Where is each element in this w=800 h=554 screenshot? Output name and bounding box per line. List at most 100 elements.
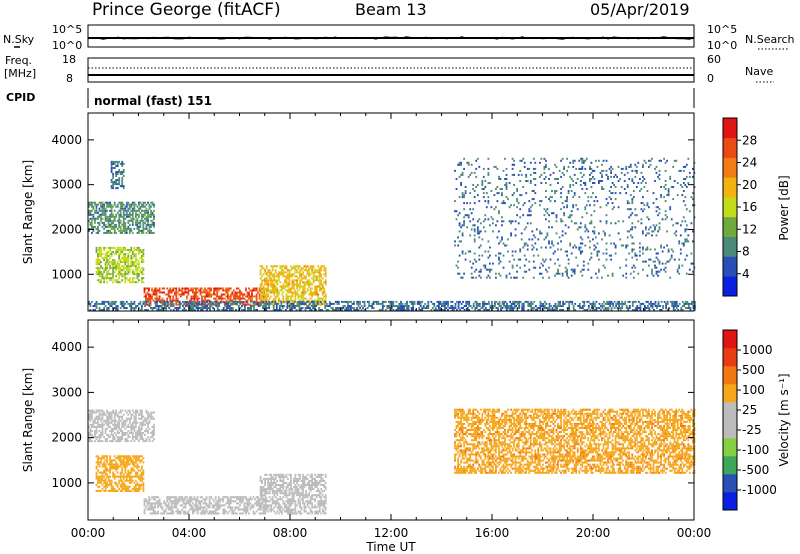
echo-cell — [451, 307, 454, 309]
echo-cell — [128, 302, 131, 305]
echo-cell — [551, 240, 553, 243]
echo-cell — [519, 266, 522, 269]
echo-cell — [527, 309, 530, 311]
echo-cell — [147, 215, 149, 218]
echo-cell — [142, 471, 145, 474]
echo-cell — [220, 293, 223, 296]
echo-cell — [478, 236, 481, 239]
echo-cell — [660, 196, 662, 199]
echo-cell — [128, 219, 131, 222]
echo-cell — [166, 287, 169, 290]
echo-cell — [110, 253, 113, 255]
echo-cell — [598, 302, 601, 305]
echo-cell — [505, 178, 508, 180]
echo-cell — [245, 299, 247, 302]
echo-cell — [439, 302, 442, 305]
echo-cell — [210, 302, 213, 305]
echo-cell — [643, 178, 646, 180]
echo-cell — [282, 269, 285, 272]
echo-cell — [107, 201, 110, 204]
echo-cell — [119, 173, 122, 175]
echo-cell — [95, 438, 98, 441]
echo-cell — [131, 263, 134, 266]
echo-cell — [109, 261, 111, 264]
echo-cell — [601, 238, 603, 241]
echo-cell — [131, 211, 134, 214]
echo-cell — [145, 231, 148, 234]
echo-cell — [113, 162, 116, 165]
echo-cell — [401, 305, 404, 307]
echo-cell — [383, 300, 386, 303]
echo-cell — [138, 263, 140, 266]
echo-cell — [484, 218, 487, 221]
echo-cell — [315, 309, 317, 311]
echo-cell — [119, 430, 122, 432]
echo-cell — [144, 217, 146, 220]
echo-cell — [92, 309, 95, 311]
echo-cell — [163, 302, 166, 305]
echo-cell — [135, 273, 137, 276]
echo-cell — [156, 305, 158, 307]
echo-cell — [268, 273, 271, 276]
echo-cell — [321, 299, 324, 302]
echo-cell — [228, 299, 231, 302]
echo-cell — [216, 302, 219, 305]
echo-cell — [288, 300, 290, 303]
echo-cell — [534, 236, 537, 239]
echo-cell — [525, 242, 528, 245]
echo-cell — [569, 244, 572, 247]
echo-cell — [572, 180, 575, 182]
echo-cell — [271, 273, 274, 276]
echo-cell — [270, 273, 273, 276]
echo-cell — [285, 283, 288, 286]
echo-cell — [225, 302, 228, 305]
echo-cell — [142, 259, 145, 261]
echo-cell — [122, 246, 125, 249]
echo-cell — [101, 427, 104, 430]
echo-cell — [549, 200, 552, 203]
echo-cell — [306, 281, 309, 284]
echo-cell — [130, 307, 133, 309]
echo-cell — [664, 210, 667, 213]
echo-cell — [615, 302, 617, 305]
echo-cell — [239, 301, 241, 304]
echo-cell — [191, 300, 193, 303]
echo-cell — [265, 289, 268, 292]
echo-cell — [323, 295, 326, 298]
echo-cell — [94, 421, 96, 424]
echo-cell — [276, 291, 279, 294]
echo-cell — [303, 283, 306, 286]
echo-cell — [431, 307, 434, 309]
echo-cell — [522, 186, 525, 188]
echo-cell — [104, 207, 107, 210]
echo-cell — [570, 190, 573, 192]
echo-cell — [139, 269, 142, 272]
echo-cell — [581, 242, 584, 245]
echo-cell — [130, 440, 133, 443]
echo-cell — [143, 504, 146, 507]
echo-cell — [139, 249, 142, 251]
echo-cell — [525, 175, 528, 178]
echo-cell — [139, 257, 142, 259]
echo-cell — [125, 261, 128, 264]
echo-cell — [121, 475, 124, 478]
echo-cell — [532, 190, 535, 192]
echo-cell — [121, 251, 124, 253]
echo-cell — [245, 287, 247, 290]
echo-cell — [94, 440, 96, 443]
echo-cell — [138, 430, 140, 432]
echo-cell — [239, 289, 241, 292]
echo-cell — [320, 267, 323, 270]
echo-cell — [138, 487, 140, 490]
echo-cell — [515, 300, 517, 303]
echo-cell — [657, 302, 660, 305]
echo-cell — [357, 309, 360, 311]
echo-cell — [131, 469, 134, 472]
echo-cell — [584, 244, 587, 247]
echo-cell — [629, 214, 632, 217]
echo-cell — [506, 309, 508, 311]
echo-cell — [130, 229, 133, 232]
echo-cell — [190, 287, 193, 290]
echo-cell — [97, 485, 99, 488]
echo-cell — [311, 265, 313, 268]
